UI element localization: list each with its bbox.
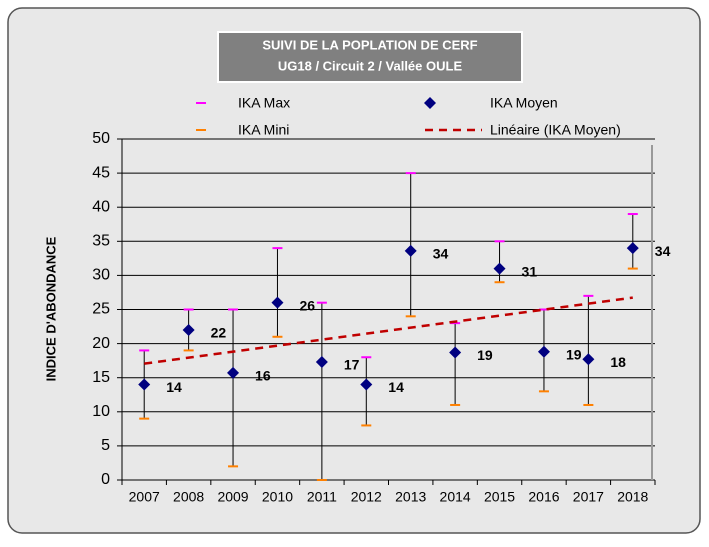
- point: [493, 262, 506, 275]
- point: [227, 366, 240, 379]
- data-label: 18: [610, 354, 626, 370]
- y-tick-label: 25: [92, 301, 110, 318]
- data-label: 34: [655, 243, 671, 259]
- x-tick-label: 2010: [262, 489, 293, 505]
- legend-label: IKA Max: [238, 95, 290, 111]
- x-tick-label: 2018: [617, 489, 648, 505]
- data-label: 19: [477, 347, 493, 363]
- legend-label: Linéaire (IKA Moyen): [490, 122, 621, 138]
- y-tick-label: 15: [92, 369, 110, 386]
- point: [449, 346, 462, 359]
- data-label: 14: [388, 379, 404, 395]
- x-tick-label: 2014: [440, 489, 471, 505]
- data-label: 34: [433, 246, 449, 262]
- data-label: 31: [522, 263, 538, 279]
- y-tick-label: 10: [92, 403, 110, 420]
- data-label: 14: [166, 379, 182, 395]
- x-tick-label: 2007: [129, 489, 160, 505]
- point: [138, 378, 151, 391]
- data-label: 19: [566, 346, 582, 362]
- legend-label: IKA Mini: [238, 122, 289, 138]
- title-box: [217, 31, 523, 83]
- y-tick-label: 0: [101, 471, 110, 488]
- x-tick-label: 2008: [173, 489, 204, 505]
- x-tick-label: 2012: [351, 489, 382, 505]
- chart-subtitle: UG18 / Circuit 2 / Vallée OULE: [278, 58, 463, 73]
- trend-line: [144, 296, 633, 365]
- y-tick-label: 5: [101, 437, 110, 454]
- point: [537, 345, 550, 358]
- legend-label: IKA Moyen: [490, 95, 558, 111]
- y-tick-label: 30: [92, 267, 110, 284]
- legend-swatch: [424, 97, 436, 109]
- point: [626, 242, 639, 255]
- chart-title: SUIVI DE LA POPLATION DE CERF: [262, 37, 477, 52]
- data-label: 16: [255, 368, 271, 384]
- x-tick-label: 2009: [217, 489, 248, 505]
- y-tick-label: 40: [92, 198, 110, 215]
- x-tick-label: 2013: [395, 489, 426, 505]
- point: [315, 356, 328, 369]
- data-label: 22: [211, 325, 227, 341]
- point: [404, 244, 417, 257]
- point: [271, 296, 284, 309]
- data-label: 17: [344, 357, 360, 373]
- y-tick-label: 20: [92, 335, 110, 352]
- x-tick-label: 2017: [573, 489, 604, 505]
- y-tick-label: 50: [92, 130, 110, 147]
- y-axis-label: INDICE D'ABONDANCE: [43, 236, 58, 381]
- data-label: 26: [299, 297, 315, 313]
- y-tick-label: 45: [92, 164, 110, 181]
- point: [582, 353, 595, 366]
- x-tick-label: 2016: [528, 489, 559, 505]
- y-tick-label: 35: [92, 233, 110, 250]
- x-tick-label: 2015: [484, 489, 515, 505]
- x-tick-label: 2011: [307, 489, 337, 505]
- point: [182, 323, 195, 336]
- point: [360, 378, 373, 391]
